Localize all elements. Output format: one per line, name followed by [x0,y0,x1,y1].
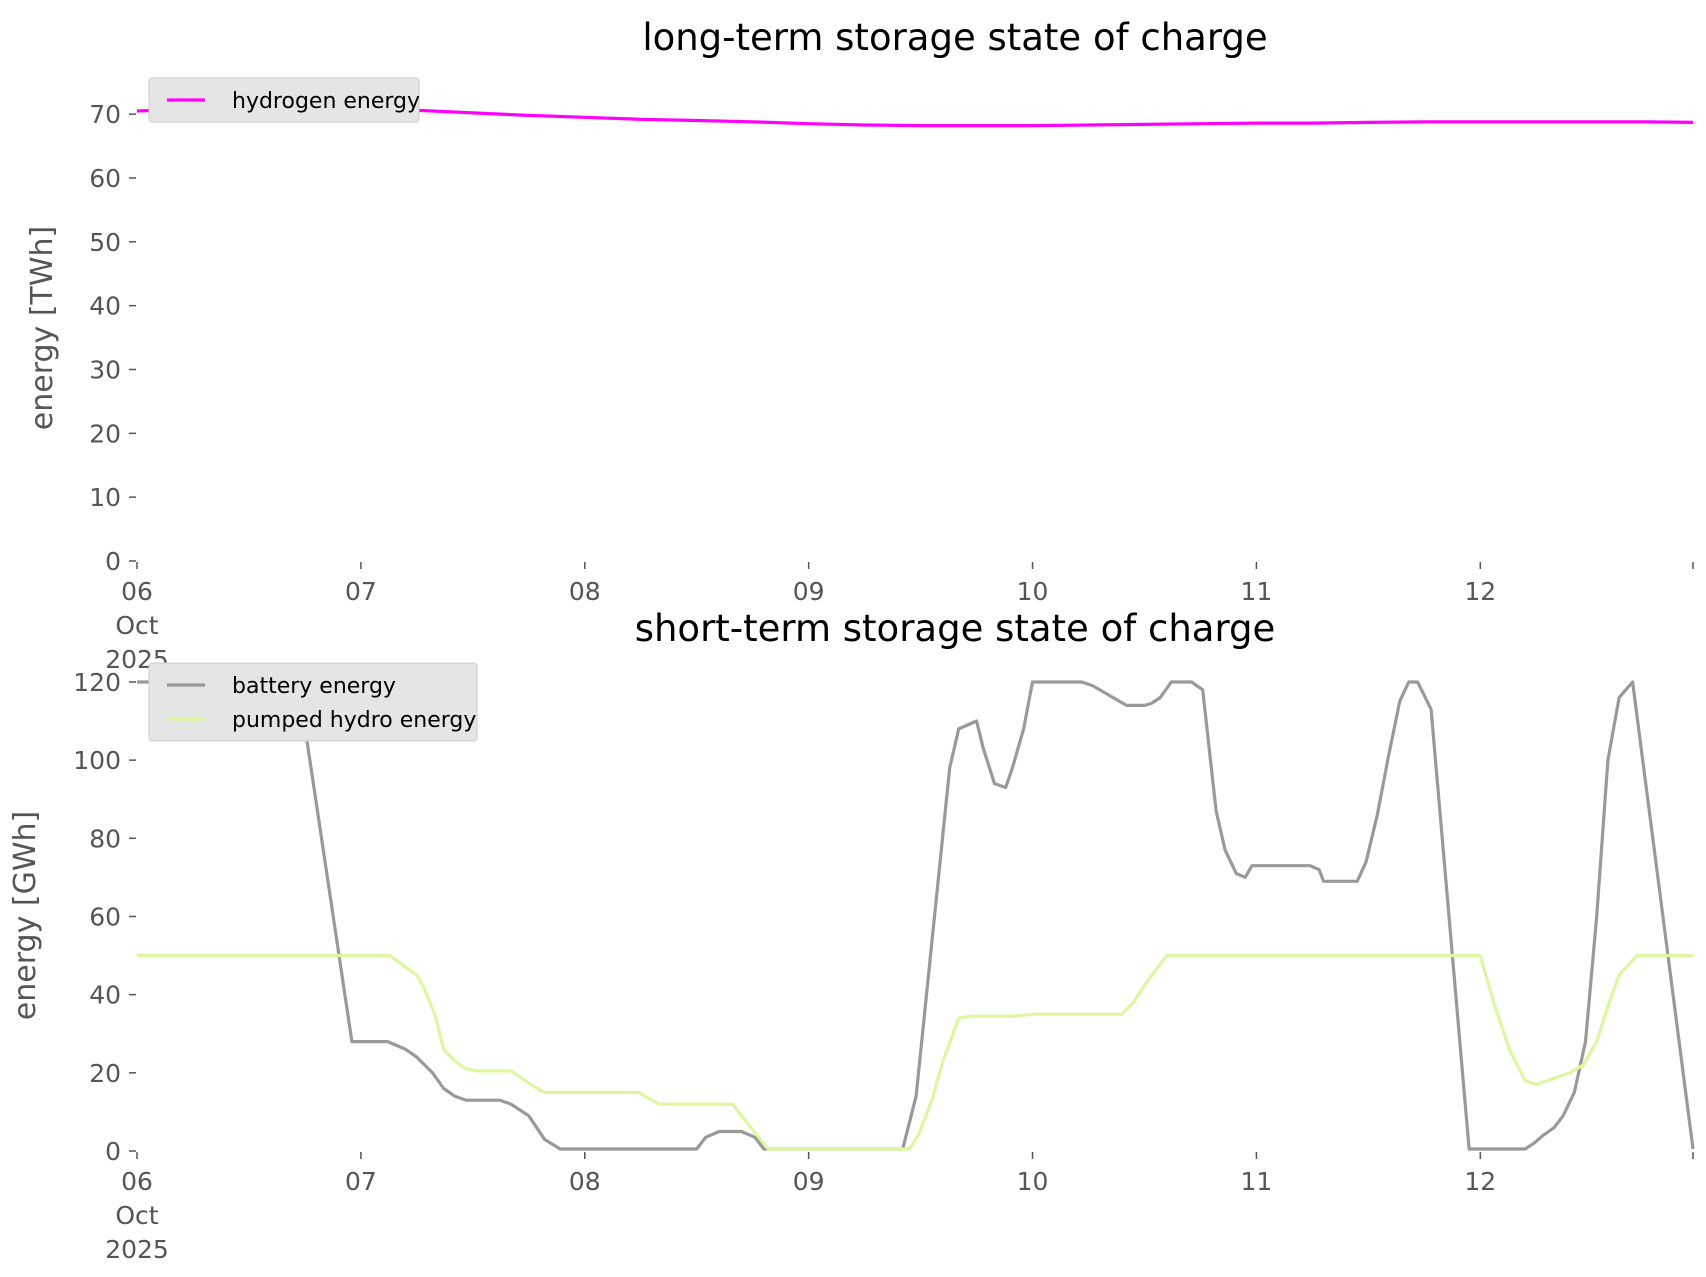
y-tick-label: 0 [105,1137,121,1166]
x-tick-label: 06 [121,1167,153,1196]
series-line-1 [137,953,1693,1151]
x-tick-label: 07 [345,1167,377,1196]
x-tick-label: 11 [1241,1167,1273,1196]
x-tick-label: 09 [793,577,825,606]
y-axis-label: energy [GWh] [8,811,43,1020]
y-tick-label: 80 [89,824,121,853]
short-term-chart: short-term storage state of charge energy… [8,607,1695,1264]
x-tick-label: 08 [569,1167,601,1196]
x-tick-label: 12 [1464,1167,1496,1196]
x-tick-label: 07 [345,577,377,606]
chart-title: short-term storage state of charge [635,607,1276,650]
legend-label: hydrogen energy [232,89,420,114]
legend-label: pumped hydro energy [232,708,476,733]
x-tick-label: 12 [1464,577,1496,606]
y-tick-label: 40 [89,981,121,1010]
x-tick-label: 10 [1017,1167,1049,1196]
y-tick-label: 50 [89,228,121,257]
y-tick-label: 40 [89,292,121,321]
x-tick-label: 08 [569,577,601,606]
x-tick-label: 06 [121,577,153,606]
legend-box [148,77,420,123]
x-tick-label: 2025 [105,1235,169,1264]
legend-label: battery energy [232,674,396,699]
y-tick-label: 10 [89,483,121,512]
x-tick-label: 09 [793,1167,825,1196]
y-tick-label: 60 [89,164,121,193]
y-tick-label: 70 [89,100,121,129]
y-tick-label: 0 [105,547,121,576]
series-line-0 [137,680,1695,1151]
y-axis-label: energy [TWh] [25,226,60,430]
legend-box [148,662,478,742]
y-tick-label: 120 [73,668,121,697]
long-term-chart: long-term storage state of charge energy … [25,16,1694,674]
y-tick-label: 30 [89,355,121,384]
y-tick-label: 20 [89,1059,121,1088]
y-tick-label: 20 [89,419,121,448]
x-tick-label: Oct [115,611,158,640]
x-tick-label: 10 [1017,577,1049,606]
y-tick-label: 60 [89,902,121,931]
chart-title: long-term storage state of charge [642,16,1267,59]
x-tick-label: 11 [1241,577,1273,606]
y-tick-label: 100 [73,746,121,775]
x-tick-label: Oct [115,1201,158,1230]
